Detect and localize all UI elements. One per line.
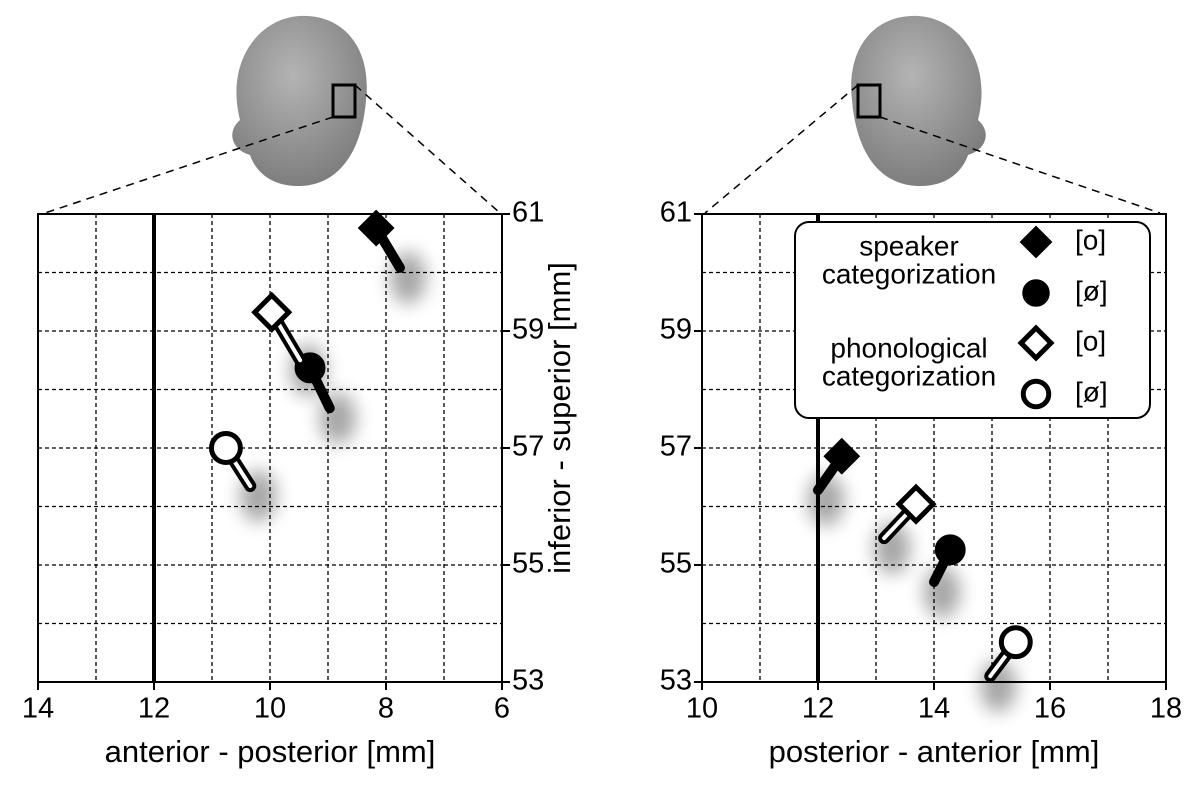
plot: 14 12 10 8 653 55 57 59 61 anterior - posterior […: [22, 197, 577, 770]
y-tick-label: 61: [660, 197, 692, 229]
y-tick-label: 61: [512, 197, 544, 229]
legend-label: [o]: [1075, 224, 1106, 255]
x-tick-label: 10: [686, 693, 718, 725]
marker: [934, 534, 966, 566]
legend-group-label: categorization: [822, 360, 996, 391]
y-tick-label: 55: [512, 548, 544, 580]
y-tick-label: 57: [512, 431, 544, 463]
marker: [1017, 324, 1055, 362]
marker: [998, 625, 1033, 660]
legend-group-label: speaker: [859, 230, 959, 261]
legend-label: [ø]: [1075, 275, 1108, 306]
x-tick-label: 12: [802, 693, 834, 725]
legend-label: [ø]: [1075, 376, 1108, 407]
x-tick-label: 10: [254, 693, 286, 725]
marker: [251, 291, 293, 333]
x-tick-label: 6: [494, 693, 510, 725]
y-tick-label: 53: [512, 665, 544, 697]
legend: speakercategorizationphonologicalcategor…: [794, 221, 1151, 419]
x-tick-label: 12: [138, 693, 170, 725]
x-tick-label: 16: [1034, 693, 1066, 725]
head-right: [704, 15, 1161, 214]
x-tick-label: 14: [22, 693, 54, 725]
x-axis-label: posterior - anterior [mm]: [769, 734, 1100, 769]
legend-group-label: phonological: [830, 332, 987, 363]
marker: [357, 209, 395, 247]
marker: [823, 437, 861, 475]
head-left: [44, 15, 501, 214]
y-tick-label: 59: [660, 314, 692, 346]
x-tick-label: 14: [918, 693, 950, 725]
plot: 10 12 14 16 18 53 55 57 59 61 posterior - anterior…: [660, 197, 1182, 770]
x-axis-label: anterior - posterior [mm]: [105, 734, 436, 769]
y-axis-label: inferior - superior [mm]: [542, 262, 577, 574]
marker: [1020, 378, 1052, 410]
marker: [1019, 225, 1053, 259]
y-tick-label: 55: [660, 548, 692, 580]
marker: [208, 431, 243, 465]
x-tick-label: 8: [378, 693, 394, 725]
legend-group-label: categorization: [822, 258, 996, 289]
y-tick-label: 59: [512, 314, 544, 346]
marker: [1022, 279, 1050, 307]
legend-box: [794, 221, 1151, 419]
legend-label: [o]: [1075, 325, 1106, 356]
marker: [895, 483, 937, 525]
x-tick-label: 18: [1150, 693, 1182, 725]
y-tick-label: 57: [660, 431, 692, 463]
y-tick-label: 53: [660, 665, 692, 697]
